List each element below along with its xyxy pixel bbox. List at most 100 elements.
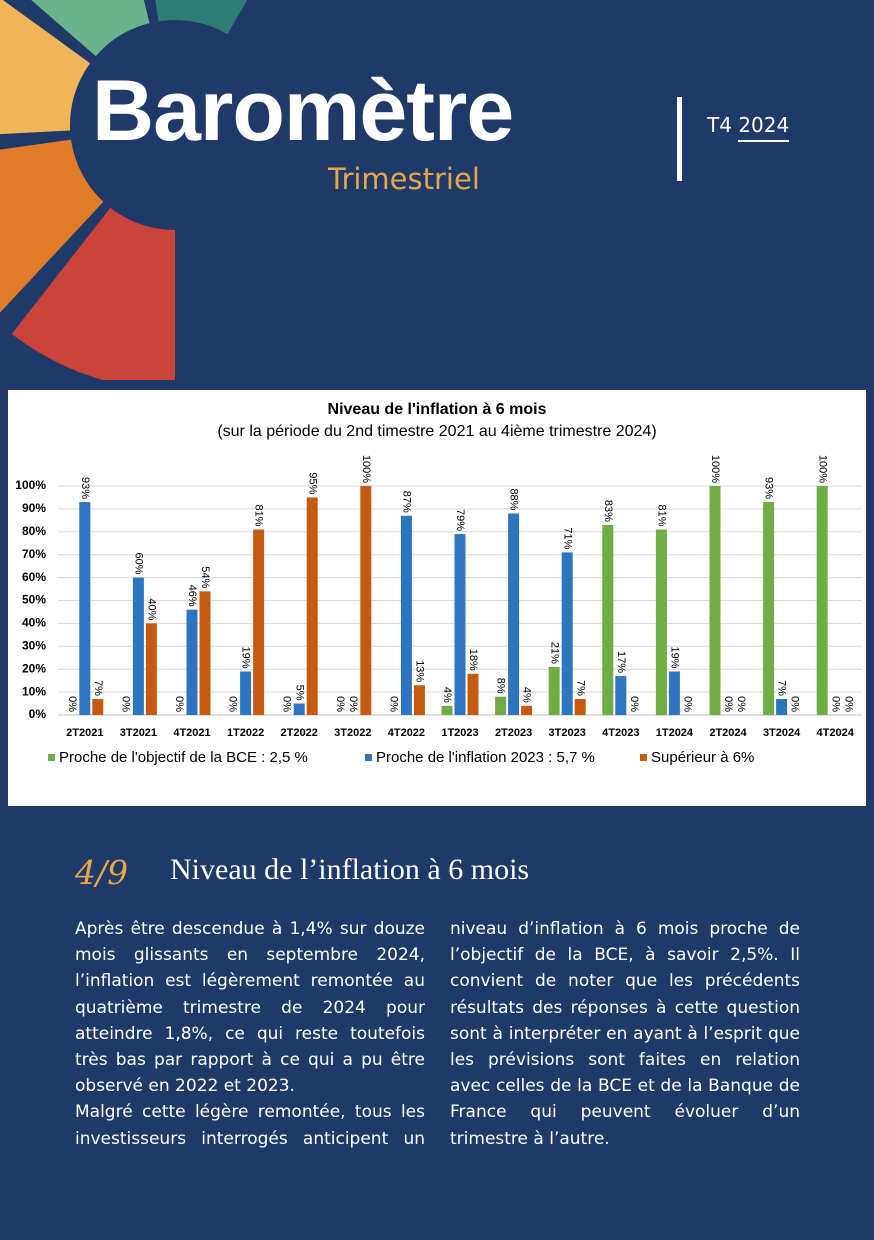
bar [467,673,479,715]
bar [413,685,425,715]
data-label: 0% [722,696,734,712]
data-label: 4% [521,687,533,703]
x-tick-label: 2T2021 [66,727,103,739]
data-label: 0% [334,696,346,712]
bar [574,698,586,715]
data-label: 87% [400,491,412,513]
data-label: 83% [602,500,614,522]
data-label: 54% [199,566,211,588]
data-label: 8% [495,678,507,694]
y-tick-label: 40% [22,616,46,630]
wheel-segment [155,0,248,35]
data-label: 21% [548,642,560,664]
data-label: 0% [66,696,78,712]
bar [655,529,667,715]
data-label: 0% [735,696,747,712]
bar [240,671,252,715]
bar [253,529,265,715]
paragraph: Après être descendue à 1,4% sur douze mo… [75,919,425,1097]
bar [763,502,775,715]
legend-label: Proche de l'inflation 2023 : 5,7 % [376,749,595,766]
data-label: 7% [92,680,104,696]
edition: T4 2024 [707,113,790,142]
data-label: 95% [306,472,318,494]
divider [677,97,682,181]
x-tick-label: 3T2022 [334,727,371,739]
data-label: 0% [681,696,693,712]
y-tick-label: 10% [22,684,46,698]
data-label: 46% [186,585,198,607]
wheel-segment [0,139,104,313]
x-tick-label: 4T2021 [173,727,210,739]
data-label: 81% [655,504,667,526]
data-label: 0% [173,696,185,712]
bar [521,705,533,715]
x-tick-label: 4T2024 [817,727,855,739]
y-tick-label: 80% [22,524,46,538]
data-label: 40% [145,598,157,620]
data-label: 0% [628,696,640,712]
data-label: 60% [132,553,144,575]
wheel-segment [31,0,150,57]
y-tick-label: 60% [22,570,46,584]
data-label: 0% [347,696,359,712]
data-label: 0% [387,696,399,712]
x-tick-label: 1T2023 [441,727,478,739]
data-label: 93% [763,477,775,499]
bar [602,524,614,715]
bar [441,705,453,715]
legend-label: Proche de l'objectif de la BCE : 2,5 % [59,749,308,766]
bar [454,534,466,715]
chart-subtitle: (sur la période du 2nd timestre 2021 au … [217,423,656,440]
bar [306,497,318,715]
section-title: Niveau de l’inflation à 6 mois [170,853,530,886]
data-label: 17% [615,651,627,673]
legend-swatch [365,754,372,761]
bar [92,698,104,715]
data-label: 100% [816,455,828,483]
data-label: 88% [508,488,520,510]
bar [668,671,680,715]
x-tick-label: 3T2024 [763,727,801,739]
y-tick-label: 90% [22,501,46,515]
bar [816,486,828,715]
bar [495,696,507,715]
legend-label: Supérieur à 6% [651,749,754,766]
x-tick-label: 3T2023 [549,727,586,739]
y-tick-label: 20% [22,661,46,675]
data-label: 0% [842,696,854,712]
section-number: 4/9 [75,853,129,892]
data-label: 100% [360,455,372,483]
data-label: 100% [709,455,721,483]
paragraph: Malgré cette légère remontée, tous les i… [75,919,800,1149]
data-label: 4% [441,687,453,703]
x-tick-label: 2T2023 [495,727,532,739]
bar [615,676,627,715]
bar [548,666,560,715]
y-tick-label: 0% [29,707,47,721]
data-label: 0% [227,696,239,712]
bar [561,552,573,715]
legend-swatch [640,754,647,761]
x-tick-label: 4T2022 [388,727,425,739]
y-tick-label: 30% [22,638,46,652]
data-label: 0% [789,696,801,712]
chart: Niveau de l'inflation à 6 mois (sur la p… [8,390,866,806]
bar [508,513,520,715]
bar [776,698,788,715]
bar [145,623,157,715]
bar [79,502,91,715]
chart-title: Niveau de l'inflation à 6 mois [328,401,547,418]
data-label: 18% [467,649,479,671]
subtitle: Trimestriel [328,162,480,196]
wheel-segment [0,0,91,135]
data-label: 81% [253,504,265,526]
title: Baromètre [92,63,514,159]
bar [132,577,144,715]
data-label: 0% [829,696,841,712]
y-tick-label: 50% [22,593,46,607]
data-label: 19% [240,646,252,668]
legend-swatch [48,754,55,761]
body-text: Après être descendue à 1,4% sur douze mo… [75,916,800,1166]
